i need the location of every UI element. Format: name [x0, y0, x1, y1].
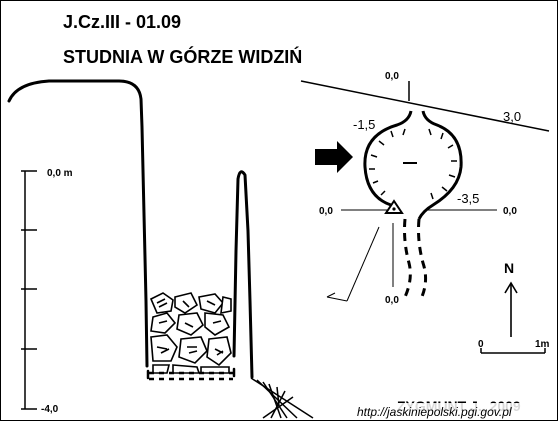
scale-bar-end: 1m [535, 339, 550, 350]
chamber-wall-ticks [369, 128, 457, 200]
bedrock-hatching [250, 377, 314, 419]
scale-bottom-label: -4,0 [41, 404, 59, 415]
chamber-outline [363, 110, 463, 220]
cross-right-label: 0,0 [503, 206, 517, 217]
cross-left-label: 0,0 [319, 206, 333, 217]
north-label: N [504, 260, 514, 276]
surface-right-label: 3,0 [503, 109, 521, 124]
cave-name: STUDNIA W GÓRZE WIDZIŃ [63, 46, 302, 67]
rubble-fill [149, 292, 232, 374]
surface-left-label: 0,0 [385, 71, 399, 82]
scale-bar-start: 0 [478, 339, 484, 350]
cave-code: J.Cz.III - 01.09 [63, 12, 181, 32]
passage-level-label: -3,5 [457, 191, 479, 206]
entrance-arrow-icon [315, 141, 353, 173]
depth-scale [21, 170, 37, 410]
scale-top-label: 0,0 m [47, 168, 73, 179]
cross-bottom-label: 0,0 [385, 295, 399, 306]
north-arrow-icon [504, 281, 518, 337]
surface-profile [300, 80, 550, 132]
source-url[interactable]: http://jaskiniepolski.pgi.gov.pl [357, 405, 512, 419]
survey-station-icon [384, 199, 404, 214]
url-backdrop [353, 403, 557, 420]
scale-bar [480, 348, 546, 354]
narrow-passage [403, 218, 428, 300]
chamber-level-label: -1,5 [353, 117, 375, 132]
cave-section [7, 79, 254, 380]
shaft-base-dashes [149, 371, 233, 381]
cross-section-lines [326, 209, 497, 302]
